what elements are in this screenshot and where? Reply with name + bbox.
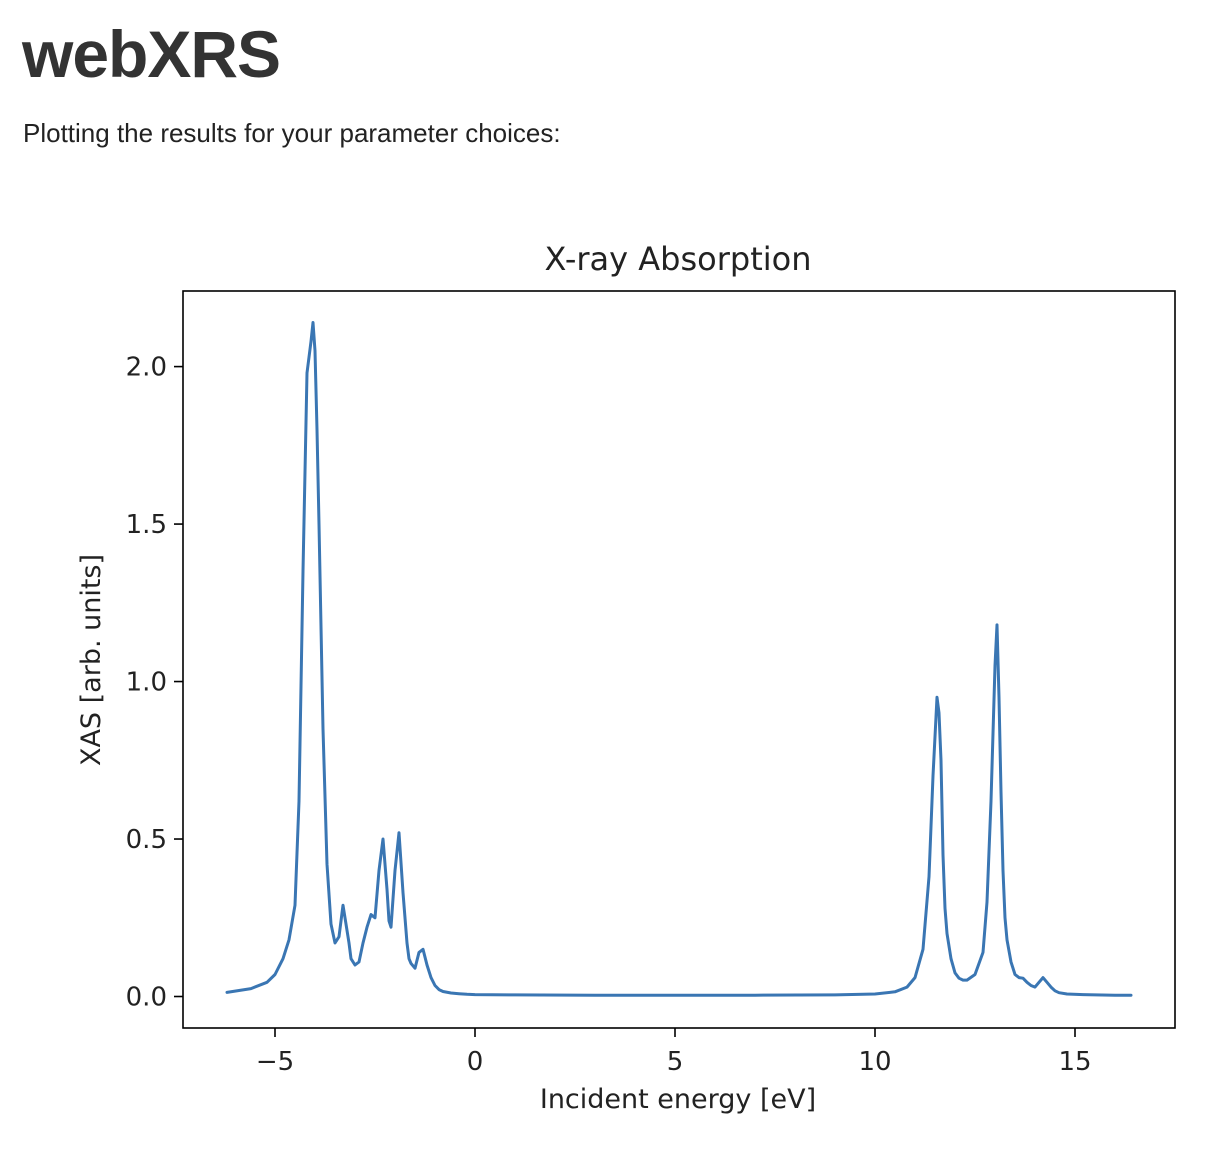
x-tick-label: 15: [1058, 1047, 1091, 1077]
y-tick-label: 0.5: [126, 825, 167, 855]
x-tick-label: 10: [858, 1047, 891, 1077]
y-tick-label: 2.0: [126, 353, 167, 383]
x-tick-label: 5: [667, 1047, 684, 1077]
axis-ticks: −5 0 5 10 15 0.0 0.5 1.0 1.5 2.0: [126, 353, 1092, 1077]
y-tick-label: 1.0: [126, 668, 167, 698]
x-tick-label: 0: [467, 1047, 484, 1077]
plot-frame: [182, 290, 1176, 1029]
xas-series-line: [225, 321, 1133, 997]
x-tick-label: −5: [256, 1047, 294, 1077]
y-tick-label: 1.5: [126, 510, 167, 540]
y-axis-label: XAS [arb. units]: [76, 554, 107, 766]
y-tick-label: 0.0: [126, 983, 167, 1013]
chart-title: X-ray Absorption: [545, 240, 812, 278]
x-axis-label: Incident energy [eV]: [540, 1084, 816, 1115]
page-title: webXRS: [22, 17, 281, 91]
intro-text: Plotting the results for your parameter …: [23, 118, 561, 148]
